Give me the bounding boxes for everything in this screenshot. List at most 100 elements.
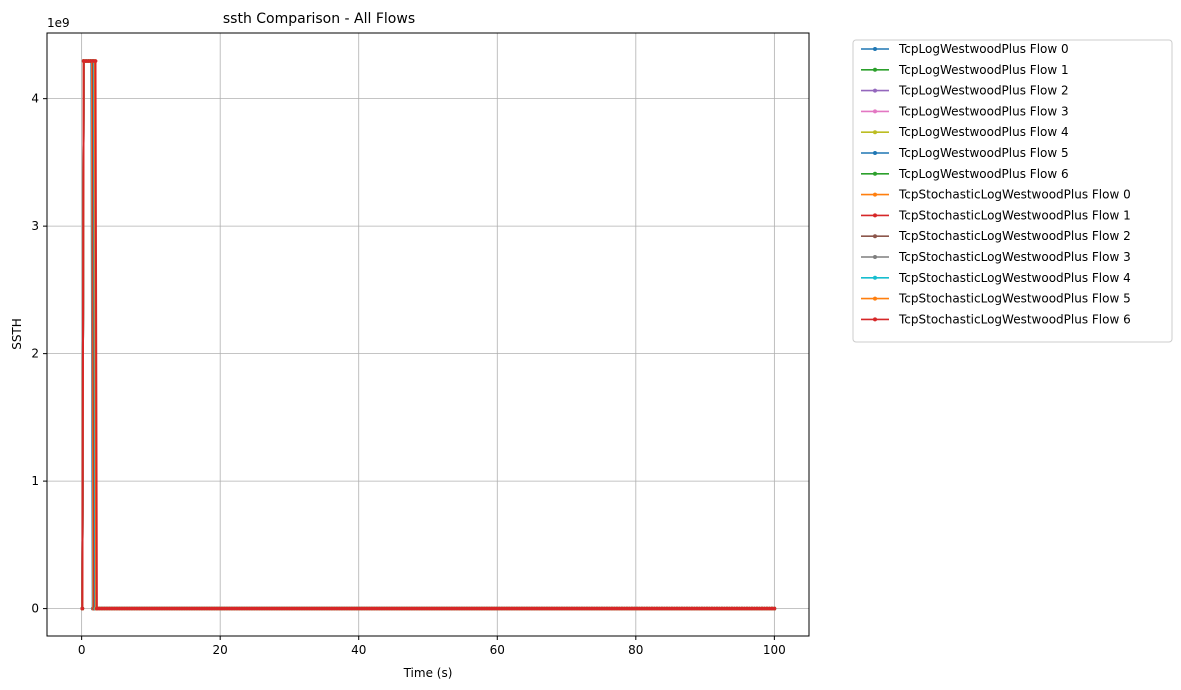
data-point [760,606,764,611]
data-point [637,606,642,611]
data-point [120,606,124,611]
legend-label: TcpLogWestwoodPlus Flow 2 [898,84,1069,98]
legend-item: TcpLogWestwoodPlus Flow 5 [861,146,1069,160]
legend-label: TcpLogWestwoodPlus Flow 5 [898,146,1069,160]
data-point [385,606,389,611]
data-point [107,606,112,611]
data-point [705,606,709,611]
legend-item: TcpLogWestwoodPlus Flow 4 [861,125,1069,139]
data-point [655,606,659,611]
data-point [207,606,212,611]
data-point [117,606,122,611]
data-point [500,606,504,611]
data-point [335,606,339,611]
data-point [342,606,347,611]
data-point [282,606,287,611]
data-point [477,606,482,611]
data-point [337,606,342,611]
data-point [455,606,459,611]
data-point [292,606,297,611]
data-point [732,606,737,611]
data-point [355,606,359,611]
data-point [622,606,627,611]
data-point [580,606,584,611]
data-point [602,606,607,611]
data-point [222,606,227,611]
legend-swatch-marker [873,47,877,51]
data-point [757,606,762,611]
data-point [325,606,329,611]
data-point [220,606,224,611]
data-point [660,606,664,611]
data-point [145,606,149,611]
legend-label: TcpLogWestwoodPlus Flow 3 [898,104,1069,118]
data-point [535,606,539,611]
data-point [482,606,487,611]
data-point [625,606,629,611]
data-point [287,606,292,611]
data-point [462,606,467,611]
legend-label: TcpStochasticLogWestwoodPlus Flow 1 [898,208,1131,222]
data-point [770,606,774,611]
data-point [700,606,704,611]
data-point [652,606,657,611]
data-point [397,606,402,611]
data-point [607,606,612,611]
x-tick-label: 20 [213,643,228,657]
data-point [132,606,137,611]
data-point [627,606,632,611]
legend-label: TcpLogWestwoodPlus Flow 4 [898,125,1069,139]
legend-swatch-marker [873,151,877,155]
legend-label: TcpStochasticLogWestwoodPlus Flow 6 [898,312,1131,326]
data-point [697,606,702,611]
data-point [372,606,377,611]
data-point [302,606,307,611]
data-point [510,606,514,611]
y-tick-label: 2 [31,347,39,361]
data-point [772,606,777,611]
data-point [432,606,437,611]
data-point [572,606,577,611]
data-point [452,606,457,611]
data-point [745,606,749,611]
data-point [532,606,537,611]
data-point [497,606,502,611]
data-point [422,606,427,611]
data-point [735,606,739,611]
data-point [562,606,567,611]
data-point [195,606,199,611]
data-point [332,606,337,611]
data-point [762,606,767,611]
legend-swatch-marker [873,130,877,135]
data-point [642,606,647,611]
data-point [105,606,109,611]
data-point [265,606,269,611]
data-point [317,606,322,611]
data-point [237,606,242,611]
data-point [715,606,719,611]
y-tick-label: 4 [31,92,39,106]
data-point [420,606,424,611]
data-point [407,606,412,611]
legend-swatch-marker [873,296,877,301]
data-point [435,606,439,611]
data-point [192,606,197,611]
data-point [252,606,257,611]
data-point [80,606,85,611]
data-point [370,606,374,611]
data-point [225,606,229,611]
x-tick-label: 0 [78,643,86,657]
data-point [410,606,414,611]
data-point [442,606,447,611]
data-point [557,606,562,611]
data-point [487,606,492,611]
data-point [507,606,512,611]
data-point [750,606,754,611]
legend-swatch-marker [873,171,877,176]
data-point [305,606,309,611]
data-point [110,606,114,611]
data-point [320,606,324,611]
legend-label: TcpStochasticLogWestwoodPlus Flow 5 [898,292,1131,306]
data-point [520,606,524,611]
series-13 [80,59,777,611]
